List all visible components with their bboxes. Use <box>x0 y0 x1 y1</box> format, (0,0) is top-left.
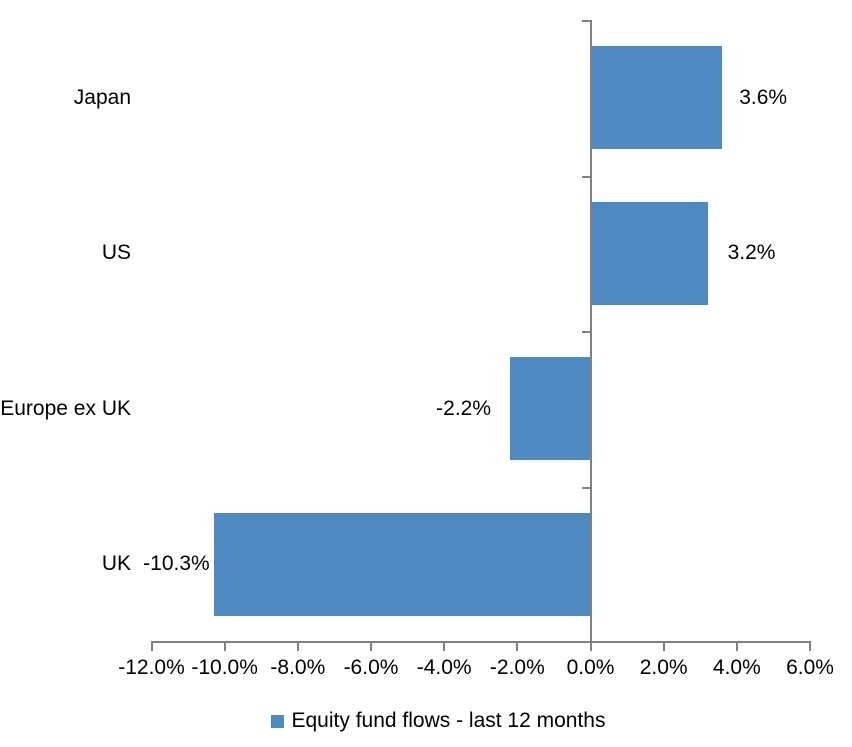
value-axis-tick-label: -2.0% <box>489 656 545 679</box>
category-axis-tick <box>581 331 591 333</box>
value-axis-tick <box>662 643 665 651</box>
value-axis-line <box>150 641 811 643</box>
legend-label: Equity fund flows - last 12 months <box>291 709 606 732</box>
value-axis-tick-label: 6.0% <box>786 656 834 679</box>
legend: Equity fund flows - last 12 months <box>12 709 852 733</box>
value-axis-tick <box>809 643 811 651</box>
category-label-us: US <box>101 241 131 265</box>
value-axis-tick-label: -6.0% <box>343 656 399 679</box>
value-axis-tick <box>735 643 738 651</box>
data-label-us: 3.2% <box>727 241 776 265</box>
value-axis-tick <box>150 643 153 651</box>
legend-swatch-icon <box>270 714 284 728</box>
category-axis-line <box>589 20 592 650</box>
value-axis-tick <box>296 643 299 651</box>
category-label-japan: Japan <box>73 85 131 109</box>
value-axis-tick-label: -10.0% <box>191 656 258 679</box>
category-axis-tick <box>581 175 591 178</box>
value-axis-tick-label: 4.0% <box>712 656 761 679</box>
category-axis-tick <box>581 20 591 22</box>
value-axis-tick-label: -4.0% <box>416 656 472 679</box>
bar-japan <box>590 46 723 150</box>
category-label-europe-ex-uk: Europe ex UK <box>0 396 131 420</box>
category-label-uk: UK <box>101 552 131 576</box>
bar-europe-ex-uk <box>510 357 591 461</box>
value-axis-tick <box>443 643 446 651</box>
data-label-europe-ex-uk: -2.2% <box>436 396 492 420</box>
value-axis-tick-label: -12.0% <box>118 656 185 679</box>
category-axis-tick <box>581 486 591 489</box>
value-axis-tick <box>223 643 226 651</box>
value-axis-tick-label: 2.0% <box>639 656 688 679</box>
value-axis-tick-label: 0.0% <box>566 656 615 679</box>
value-axis-tick-label: -8.0% <box>270 656 326 679</box>
bar-us <box>590 201 708 305</box>
data-label-japan: 3.6% <box>739 85 788 109</box>
data-label-uk: -10.3% <box>143 552 210 576</box>
value-axis-tick <box>370 643 372 651</box>
bar-uk <box>213 512 591 616</box>
value-axis-tick <box>516 643 519 651</box>
